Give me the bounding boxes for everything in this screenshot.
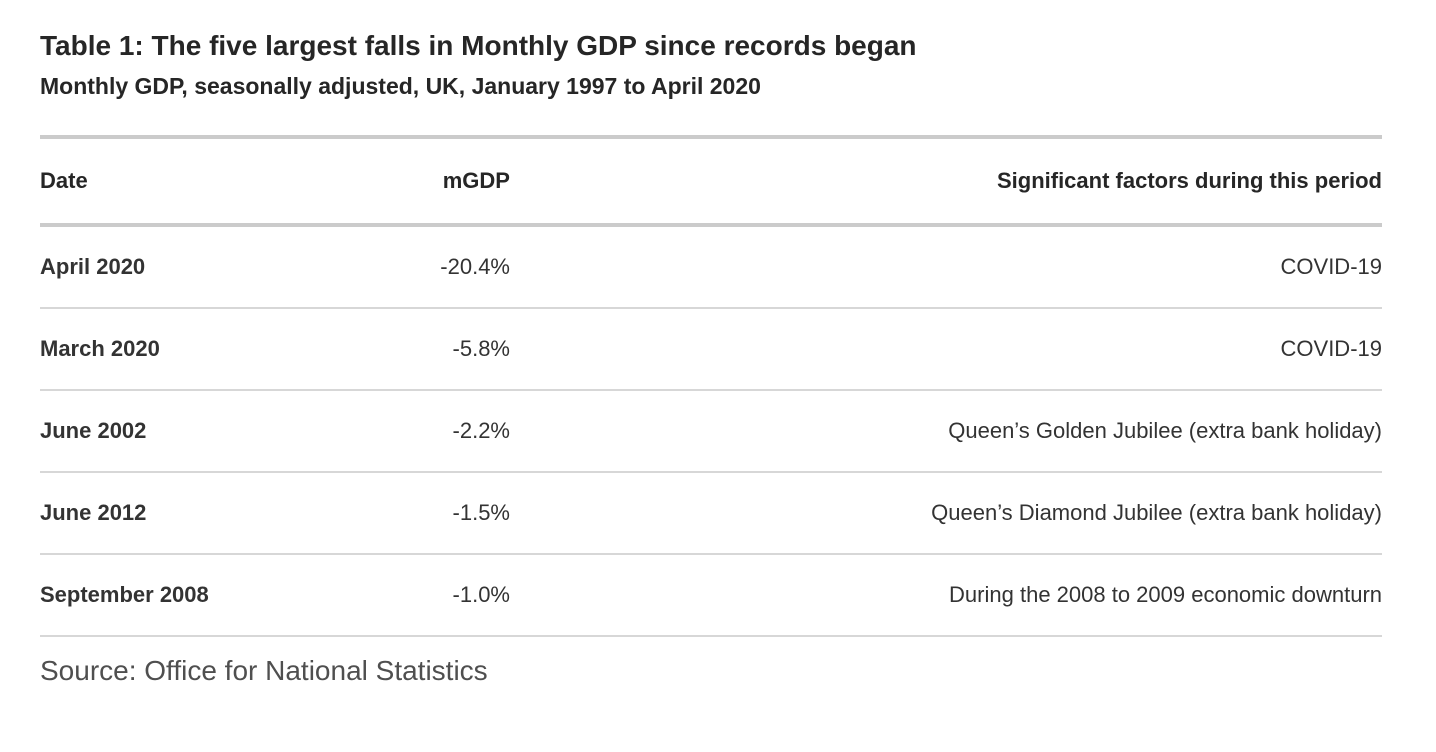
factors-cell: Queen’s Golden Jubilee (extra bank holid… bbox=[510, 389, 1382, 473]
date-cell: April 2020 bbox=[40, 224, 320, 309]
date-cell: June 2012 bbox=[40, 471, 320, 555]
gdp-falls-table: Date mGDP Significant factors during thi… bbox=[40, 134, 1382, 637]
column-header-mgdp: mGDP bbox=[320, 136, 510, 227]
table-row: September 2008 -1.0% During the 2008 to … bbox=[40, 553, 1382, 637]
column-header-factors: Significant factors during this period bbox=[510, 136, 1382, 227]
mgdp-cell: -2.2% bbox=[320, 389, 510, 473]
factors-cell: Queen’s Diamond Jubilee (extra bank holi… bbox=[510, 471, 1382, 555]
factors-cell: During the 2008 to 2009 economic downtur… bbox=[510, 553, 1382, 637]
factors-cell: COVID-19 bbox=[510, 307, 1382, 391]
factors-cell: COVID-19 bbox=[510, 224, 1382, 309]
mgdp-cell: -1.0% bbox=[320, 553, 510, 637]
table-row: June 2012 -1.5% Queen’s Diamond Jubilee … bbox=[40, 471, 1382, 555]
column-header-date: Date bbox=[40, 136, 320, 227]
header-row: Date mGDP Significant factors during thi… bbox=[40, 136, 1382, 227]
table-title: Table 1: The five largest falls in Month… bbox=[40, 30, 917, 61]
mgdp-cell: -1.5% bbox=[320, 471, 510, 555]
table-row: March 2020 -5.8% COVID-19 bbox=[40, 307, 1382, 391]
page-content: Table 1: The five largest falls in Month… bbox=[40, 30, 1382, 686]
table-subtitle: Monthly GDP, seasonally adjusted, UK, Ja… bbox=[40, 73, 761, 99]
mgdp-cell: -5.8% bbox=[320, 307, 510, 391]
source-line: Source: Office for National Statistics bbox=[40, 654, 488, 686]
date-cell: June 2002 bbox=[40, 389, 320, 473]
table-row: June 2002 -2.2% Queen’s Golden Jubilee (… bbox=[40, 389, 1382, 473]
table-header: Date mGDP Significant factors during thi… bbox=[40, 136, 1382, 227]
table-body: April 2020 -20.4% COVID-19 March 2020 -5… bbox=[40, 224, 1382, 637]
date-cell: March 2020 bbox=[40, 307, 320, 391]
date-cell: September 2008 bbox=[40, 553, 320, 637]
table-row: April 2020 -20.4% COVID-19 bbox=[40, 224, 1382, 309]
mgdp-cell: -20.4% bbox=[320, 224, 510, 309]
